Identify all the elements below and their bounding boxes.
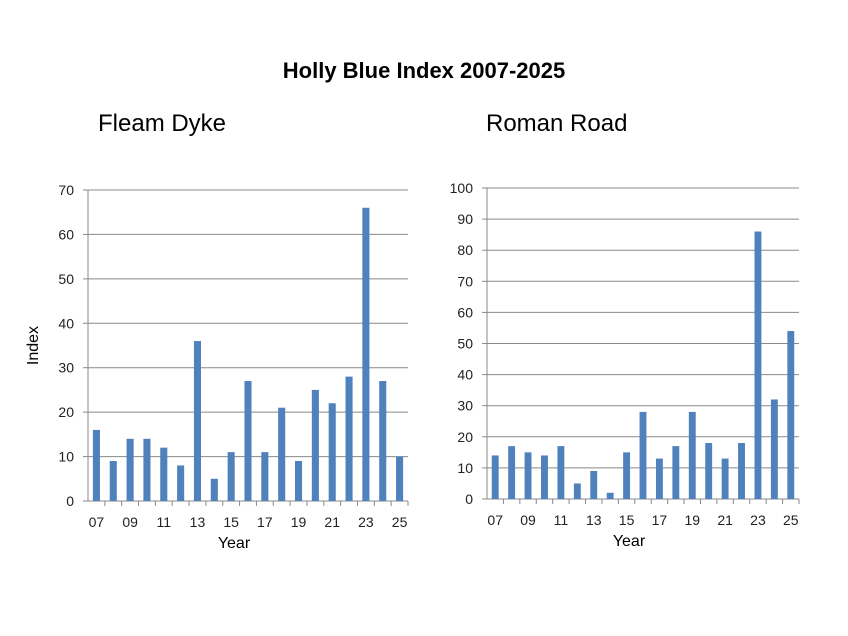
fleam-dyke-xtick-label: 25 <box>392 514 408 530</box>
roman-road-xtick-label: 21 <box>717 512 733 528</box>
fleam-dyke-bar-21 <box>328 403 336 501</box>
roman-road-bar-19 <box>688 411 696 499</box>
roman-road-xtick-label: 13 <box>586 512 602 528</box>
fleam-dyke-title: Fleam Dyke <box>98 110 227 137</box>
fleam-dyke-bar-10 <box>143 438 151 501</box>
roman-road-bar-15 <box>623 452 631 499</box>
roman-road-bar-25 <box>787 331 795 499</box>
roman-road-bar-16 <box>639 411 647 499</box>
roman-road-xtick-label: 15 <box>619 512 635 528</box>
roman-road-xtick-label: 11 <box>554 512 569 528</box>
fleam-dyke-xtick-label: 17 <box>257 514 273 530</box>
fleam-dyke-ytick-label: 70 <box>58 182 74 198</box>
fleam-dyke-xtick-label: 21 <box>324 514 340 530</box>
fleam-dyke-xtick-label: 15 <box>223 514 239 530</box>
fleam-dyke-ytick-label: 0 <box>66 493 74 509</box>
roman-road-xtick-label: 17 <box>652 512 668 528</box>
fleam-dyke-ytick-label: 40 <box>58 315 74 331</box>
fleam-dyke-ytick-label: 20 <box>58 404 74 420</box>
roman-road-x-axis-label: Year <box>613 533 646 550</box>
fleam-dyke-xtick-label: 07 <box>89 514 105 530</box>
fleam-dyke-bar-14 <box>210 478 218 501</box>
fleam-dyke-bar-16 <box>244 381 252 501</box>
roman-road-xtick-label: 23 <box>750 512 766 528</box>
fleam-dyke-bar-22 <box>345 376 353 501</box>
fleam-dyke-xtick-label: 11 <box>157 514 172 530</box>
roman-road-bar-23 <box>754 231 762 500</box>
fleam-dyke-xtick-label: 09 <box>122 514 138 530</box>
fleam-dyke-bar-24 <box>379 381 387 501</box>
fleam-dyke-bar-23 <box>362 207 370 501</box>
roman-road-xtick-label: 07 <box>487 512 503 528</box>
roman-road-bar-11 <box>557 446 565 499</box>
roman-road-bar-12 <box>573 483 581 499</box>
fleam-dyke-y-axis-label: Index <box>25 326 42 365</box>
roman-road-bar-22 <box>738 443 745 499</box>
fleam-dyke-xtick-label: 13 <box>190 514 206 530</box>
fleam-dyke-bar-17 <box>261 452 269 501</box>
fleam-dyke-bar-13 <box>193 341 202 501</box>
fleam-dyke-ytick-label: 30 <box>58 360 74 376</box>
fleam-dyke-bar-20 <box>311 389 319 501</box>
fleam-dyke-x-axis-label: Year <box>218 535 251 552</box>
roman-road-bar-20 <box>705 443 713 499</box>
roman-road-bar-18 <box>672 446 680 499</box>
roman-road-title: Roman Road <box>486 110 628 137</box>
roman-road-bar-17 <box>655 458 663 499</box>
fleam-dyke-bar-19 <box>294 461 303 501</box>
fleam-dyke-bar-15 <box>227 452 235 501</box>
roman-road-bar-08 <box>508 446 516 499</box>
roman-road-bar-07 <box>491 455 499 499</box>
fleam-dyke-bar-12 <box>177 465 185 501</box>
roman-road-bar-09 <box>524 452 532 499</box>
roman-road-ytick-label: 70 <box>457 273 473 289</box>
fleam-dyke-bar-09 <box>126 438 134 501</box>
roman-road-ytick-label: 50 <box>457 336 473 352</box>
fleam-dyke-ytick-label: 50 <box>58 271 74 287</box>
roman-road-xtick-label: 25 <box>783 512 799 528</box>
roman-road-ytick-label: 90 <box>457 211 473 227</box>
roman-road-ytick-label: 60 <box>457 304 473 320</box>
roman-road-xtick-label: 09 <box>520 512 536 528</box>
fleam-dyke-ytick-label: 60 <box>58 226 74 242</box>
fleam-dyke-bar-08 <box>109 461 117 501</box>
fleam-dyke-bar-07 <box>92 429 100 501</box>
roman-road-bar-21 <box>721 458 729 499</box>
roman-road-bar-10 <box>541 455 548 499</box>
roman-road-bar-24 <box>770 399 778 499</box>
roman-road-ytick-label: 10 <box>457 460 473 476</box>
fleam-dyke-xtick-label: 19 <box>291 514 307 530</box>
page-title: Holly Blue Index 2007-2025 <box>282 58 566 83</box>
roman-road-ytick-label: 40 <box>457 367 473 383</box>
fleam-dyke-bar-25 <box>396 456 404 501</box>
roman-road-ytick-label: 80 <box>457 242 473 258</box>
roman-road-ytick-label: 30 <box>457 398 473 414</box>
fleam-dyke-ytick-label: 10 <box>58 449 74 465</box>
roman-road-bar-14 <box>606 492 614 499</box>
roman-road-xtick-label: 19 <box>684 512 700 528</box>
fleam-dyke-bar-18 <box>278 407 286 501</box>
fleam-dyke-xtick-label: 23 <box>358 514 374 530</box>
roman-road-ytick-label: 100 <box>450 180 474 196</box>
roman-road-ytick-label: 0 <box>465 491 473 507</box>
roman-road-ytick-label: 20 <box>457 429 473 445</box>
roman-road-bar-13 <box>590 471 598 499</box>
fleam-dyke-bar-11 <box>160 447 168 501</box>
